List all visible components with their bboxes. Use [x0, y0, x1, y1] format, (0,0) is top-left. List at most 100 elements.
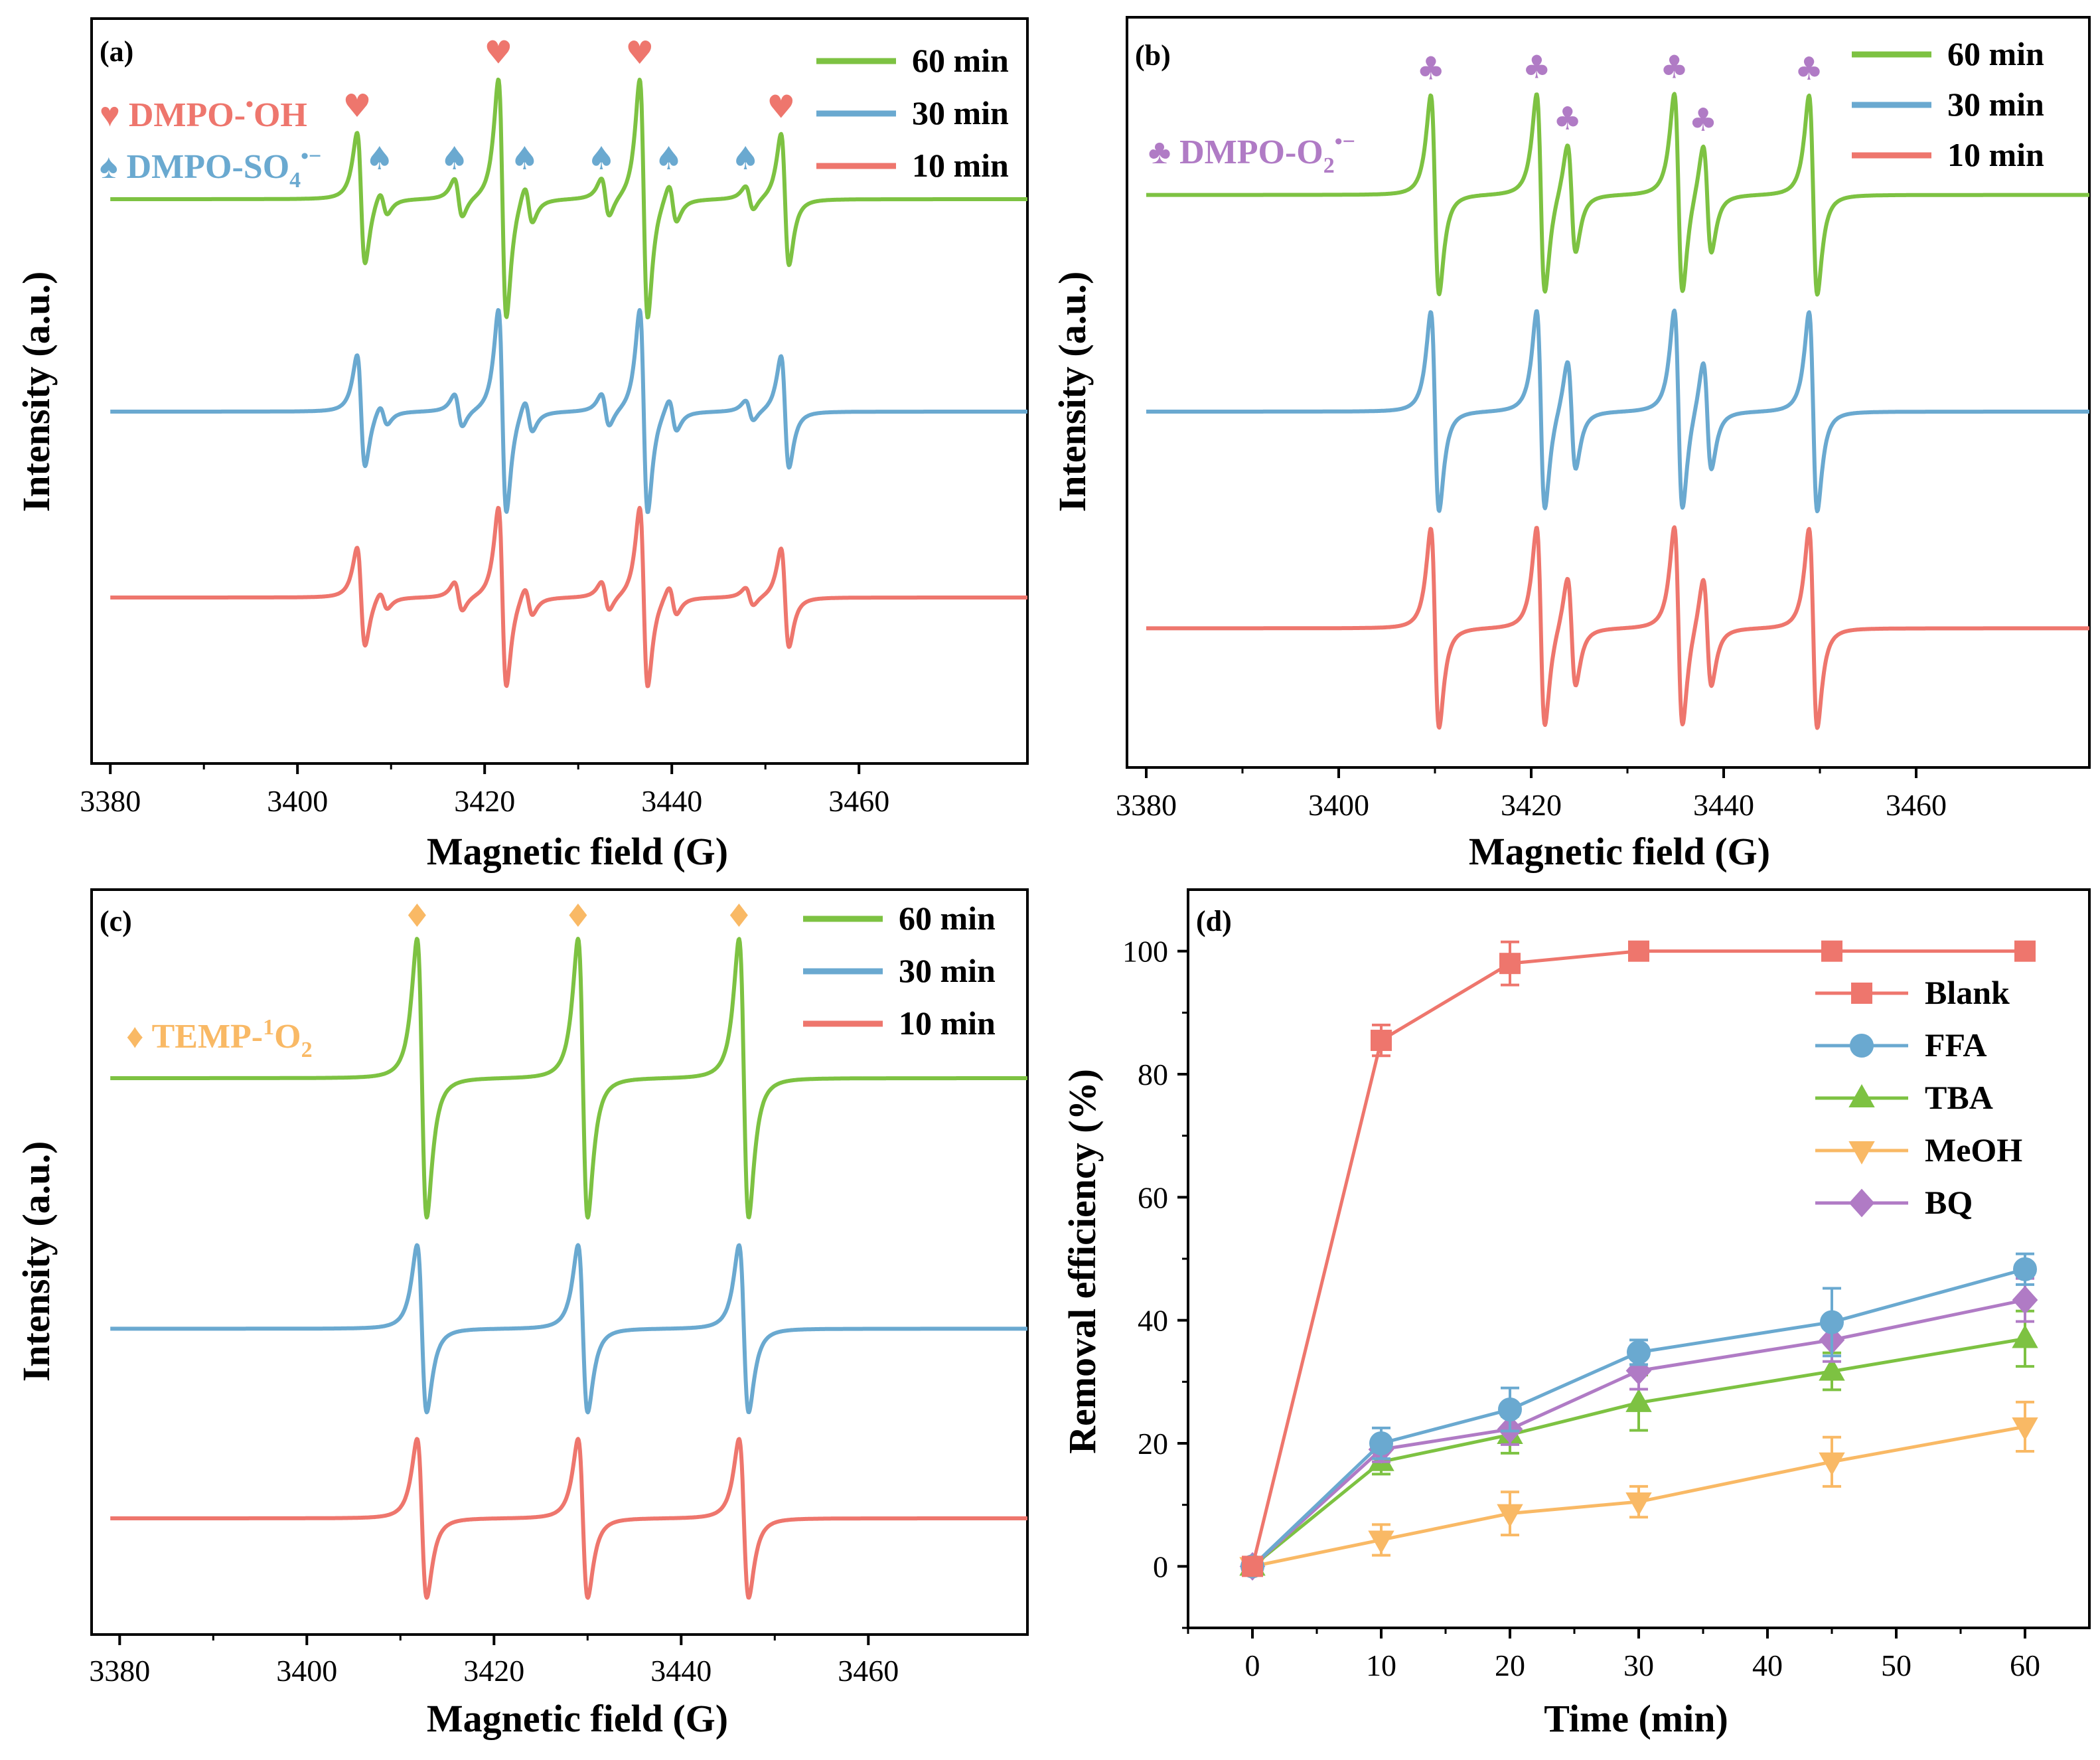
marker-circle — [1498, 1398, 1522, 1422]
marker-triangle-up — [2012, 1324, 2038, 1348]
peak-marker: ♦ — [403, 898, 431, 935]
legend-label: 30 min — [1947, 86, 2044, 123]
trace-30-min — [109, 1243, 1029, 1415]
species-label: ♦ TEMP-1O2 — [126, 1015, 313, 1062]
marker-triangle-up — [1819, 1357, 1845, 1381]
species-symbol: ♥ — [100, 96, 129, 134]
legend-label: 10 min — [899, 1004, 996, 1042]
marker-square — [1851, 983, 1872, 1004]
species-label: ♥ DMPO-•OH — [100, 92, 307, 134]
trace-10-min — [109, 1437, 1029, 1600]
x-tick-label: 3460 — [1886, 788, 1947, 822]
trace-60-min — [1145, 92, 2091, 297]
x-tick-label: 3440 — [641, 784, 702, 818]
peak-marker: ♠ — [654, 140, 683, 177]
marker-circle — [1820, 1310, 1844, 1334]
plot-frame — [90, 888, 1029, 1636]
x-tick-label: 3440 — [650, 1654, 712, 1688]
series-line — [1252, 1425, 2026, 1568]
species-labels: ♣ DMPO-O2•− — [1148, 129, 1355, 178]
trace-30-min — [109, 308, 1029, 515]
marker-triangle-down — [2012, 1417, 2038, 1441]
x-axis-label: Magnetic field (G) — [427, 830, 728, 873]
peak-marker: ♥ — [767, 89, 795, 126]
legend-label: 30 min — [899, 952, 996, 989]
species-name: DMPO-O — [1179, 133, 1323, 171]
subscript: 4 — [289, 168, 301, 193]
series-Blank — [1242, 940, 2036, 1577]
x-tick-label: 3380 — [1116, 788, 1177, 822]
legend-label: 10 min — [912, 147, 1009, 184]
superscript: •− — [1335, 129, 1355, 154]
series-line — [1251, 1267, 2026, 1568]
y-axis-label: Intensity (a.u.) — [15, 1141, 58, 1382]
legend: 60 min 30 min 10 min — [803, 900, 996, 1042]
legend: Blank FFA TBA MeOH BQ — [1815, 974, 2022, 1221]
x-tick-label: 40 — [1752, 1648, 1783, 1682]
legend-label: TBA — [1925, 1079, 1993, 1116]
y-axis-label: Intensity (a.u.) — [15, 272, 58, 513]
species-name-end: OH — [254, 96, 307, 134]
y-axis-label: Removal efficiency (%) — [1061, 1069, 1104, 1454]
y-tick-label: 40 — [1138, 1304, 1168, 1338]
y-tick-label: 100 — [1122, 935, 1168, 969]
x-axis: 3380 3400 3420 3440 3460 — [80, 763, 889, 818]
marker-square — [1371, 1030, 1392, 1052]
peak-marker: ♠ — [440, 140, 469, 177]
panel-a: (a) 60 min 30 min 10 min ♥ DMPO-•OH ♠ DMPO-… — [15, 17, 1029, 873]
plot-frame — [90, 17, 1029, 765]
x-tick-label: 3420 — [454, 784, 515, 818]
marker-triangle-down — [1497, 1504, 1523, 1528]
x-tick-label: 3400 — [267, 784, 328, 818]
legend-label: MeOH — [1925, 1131, 2022, 1168]
peak-marker: ♣ — [1523, 49, 1551, 86]
x-axis: 3380 3400 3420 3440 3460 — [89, 1635, 899, 1688]
marker-triangle-down — [1819, 1452, 1845, 1476]
x-tick-label: 10 — [1366, 1648, 1396, 1682]
marker-square — [1628, 940, 1649, 962]
species-name: DMPO-SO — [127, 148, 290, 186]
peak-marker: ♦ — [725, 898, 753, 935]
panel-tag: (d) — [1196, 905, 1232, 937]
plot-frame — [1126, 16, 2091, 769]
marker-square — [1242, 1556, 1263, 1577]
series-line — [1251, 1298, 2026, 1568]
subscript: 2 — [1323, 153, 1335, 178]
peak-marker: ♦ — [563, 898, 592, 935]
marker-square — [2014, 940, 2036, 962]
legend-label: 30 min — [912, 94, 1009, 131]
y-axis-label: Intensity (a.u.) — [1051, 272, 1094, 513]
x-tick-label: 60 — [2010, 1648, 2040, 1682]
traces — [109, 937, 1029, 1600]
marker-triangle-down — [1848, 1141, 1875, 1165]
series-line — [1250, 949, 2025, 1567]
species-symbol: ♦ — [126, 1018, 152, 1056]
x-tick-label: 3420 — [463, 1654, 524, 1688]
marker-square — [1821, 940, 1842, 962]
marker-square — [1499, 953, 1521, 975]
legend: 60 min 30 min 10 min — [816, 42, 1009, 184]
species-labels: ♥ DMPO-•OH ♠ DMPO-SO4•− — [100, 92, 321, 193]
traces — [109, 77, 1029, 688]
peak-marker: ♣ — [1795, 50, 1823, 88]
x-tick-label: 50 — [1881, 1648, 1912, 1682]
x-tick-label: 0 — [1245, 1648, 1260, 1682]
peak-markers: ♦ ♦ ♦ — [403, 898, 753, 935]
trace-60-min — [109, 77, 1029, 319]
legend: 60 min 30 min 10 min — [1852, 35, 2044, 173]
species-label: ♠ DMPO-SO4•− — [100, 144, 321, 193]
x-tick-label: 3420 — [1501, 788, 1562, 822]
marker-circle — [1850, 1034, 1874, 1058]
species-symbol: ♠ — [100, 148, 127, 186]
peak-marker: ♠ — [587, 140, 615, 177]
x-axis: 3380 3400 3420 3440 3460 — [1116, 767, 1947, 822]
y-tick-label: 60 — [1138, 1180, 1168, 1214]
species-labels: ♦ TEMP-1O2 — [126, 1015, 313, 1062]
x-tick-label: 30 — [1623, 1648, 1654, 1682]
peak-marker: ♣ — [1660, 48, 1688, 86]
x-tick-label: 3400 — [276, 1654, 337, 1688]
species-symbol: ♣ — [1148, 133, 1179, 171]
legend-label: BQ — [1925, 1184, 1973, 1221]
x-tick-label: 3460 — [828, 784, 889, 818]
